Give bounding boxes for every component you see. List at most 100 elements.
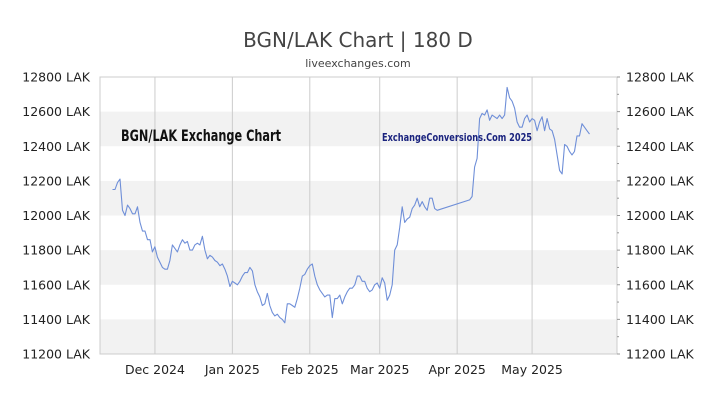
data-point <box>371 288 374 291</box>
data-point <box>363 280 366 283</box>
data-point <box>221 263 224 266</box>
data-point <box>581 122 584 125</box>
y-tick-label-right: 11400 LAK <box>626 312 695 327</box>
data-point <box>523 117 526 120</box>
data-point <box>211 256 214 259</box>
x-tick-label: Jan 2025 <box>204 362 260 377</box>
data-point <box>488 119 491 122</box>
data-point <box>288 302 291 305</box>
data-point <box>228 285 231 288</box>
data-point <box>301 275 304 278</box>
data-point <box>336 297 339 300</box>
data-point <box>416 197 419 200</box>
y-tick-label-left: 12600 LAK <box>22 104 91 119</box>
data-point <box>278 316 281 319</box>
data-point <box>193 243 196 246</box>
grid-band <box>100 111 617 147</box>
data-point <box>433 207 436 210</box>
x-tick-label: Apr 2025 <box>428 362 485 377</box>
data-point <box>501 117 504 120</box>
data-point <box>588 133 591 136</box>
data-point <box>473 166 476 169</box>
data-point <box>173 247 176 250</box>
data-point <box>401 205 404 208</box>
y-tick-label-right: 12200 LAK <box>626 173 695 188</box>
data-point <box>276 313 279 316</box>
data-point <box>331 316 334 319</box>
data-point <box>303 273 306 276</box>
data-point <box>116 181 119 184</box>
data-point <box>476 157 479 160</box>
data-point <box>139 221 142 224</box>
data-point <box>261 304 264 307</box>
data-point <box>408 216 411 219</box>
data-point <box>483 114 486 117</box>
data-point <box>323 295 326 298</box>
data-point <box>506 86 509 89</box>
data-point <box>551 129 554 132</box>
data-point <box>496 117 499 120</box>
data-point <box>268 304 271 307</box>
data-point <box>156 256 159 259</box>
data-point <box>203 249 206 252</box>
data-point <box>281 318 284 321</box>
data-point <box>413 204 416 207</box>
data-point <box>386 299 389 302</box>
data-point <box>431 197 434 200</box>
data-point <box>486 108 489 111</box>
data-point <box>306 268 309 271</box>
data-point <box>411 207 414 210</box>
data-point <box>198 243 201 246</box>
data-point <box>541 115 544 118</box>
grid-band <box>100 180 617 216</box>
watermark-right: ExchangeConversions.Com 2025 <box>382 131 532 144</box>
chart-title: BGN/LAK Chart | 180 D <box>243 28 473 52</box>
data-point <box>218 264 221 267</box>
data-point <box>124 214 127 217</box>
vertical-gridlines <box>154 77 533 354</box>
data-point <box>481 112 484 115</box>
data-point <box>181 238 184 241</box>
data-point <box>583 126 586 129</box>
y-tick-label-left: 12000 LAK <box>22 208 91 223</box>
x-tick-label: May 2025 <box>501 362 563 377</box>
data-point <box>308 264 311 267</box>
data-point <box>503 114 506 117</box>
data-point <box>153 245 156 248</box>
data-point <box>263 302 266 305</box>
data-point <box>236 283 239 286</box>
data-point <box>393 249 396 252</box>
data-point <box>498 114 501 117</box>
x-tick-label: Feb 2025 <box>281 362 339 377</box>
data-point <box>273 314 276 317</box>
series-line <box>112 86 590 324</box>
y-tick-label-left: 11400 LAK <box>22 312 91 327</box>
data-point <box>403 221 406 224</box>
y-tick-label-left: 12400 LAK <box>22 139 91 154</box>
data-point <box>351 287 354 290</box>
data-point <box>258 295 261 298</box>
data-point <box>238 280 241 283</box>
data-point <box>508 96 511 99</box>
data-point <box>391 283 394 286</box>
data-point <box>223 268 226 271</box>
y-tick-label-right: 12000 LAK <box>626 208 695 223</box>
data-point <box>538 121 541 124</box>
data-point <box>378 287 381 290</box>
y-tick-label-right: 12400 LAK <box>626 139 695 154</box>
data-point <box>318 288 321 291</box>
data-point <box>528 121 531 124</box>
data-point <box>144 230 147 233</box>
data-point <box>206 257 209 260</box>
data-point <box>578 134 581 137</box>
data-point <box>383 282 386 285</box>
data-point <box>353 283 356 286</box>
y-tick-label-left: 11600 LAK <box>22 277 91 292</box>
data-point <box>271 311 274 314</box>
data-point <box>531 117 534 120</box>
background-bands <box>100 111 617 354</box>
data-point <box>171 243 174 246</box>
grid-band <box>100 319 617 354</box>
data-point <box>556 153 559 156</box>
data-point <box>186 240 189 243</box>
